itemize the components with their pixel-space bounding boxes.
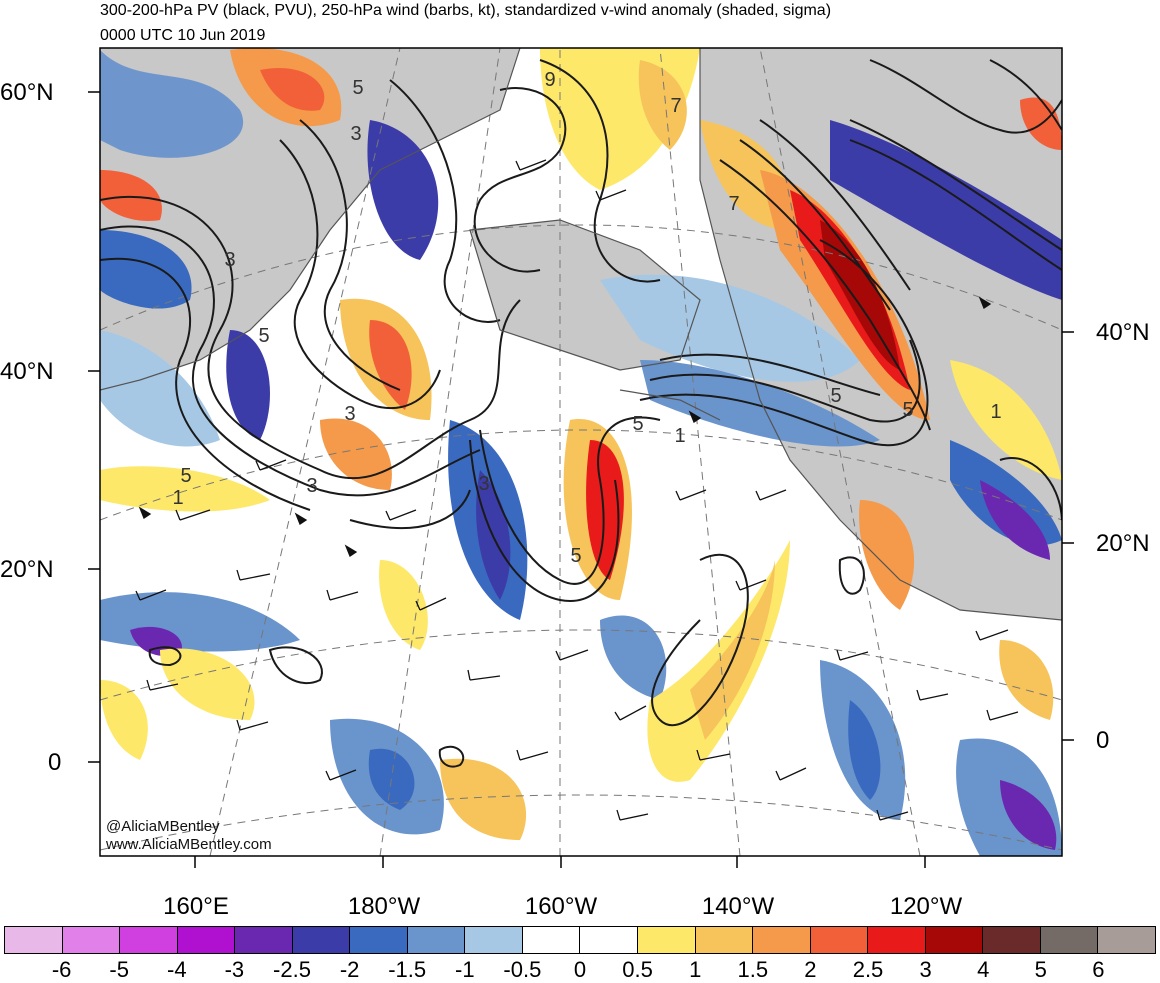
- map-plot-area: 5 3 9 7 3 5 3 1 3 3 5 5 1 7 5 5 1 5: [100, 48, 1062, 856]
- pv-label: 3: [224, 249, 235, 271]
- colorbar-label: 2.5: [852, 957, 884, 982]
- pv-label: 3: [344, 403, 355, 425]
- colorbar-label: 2: [804, 957, 817, 982]
- negative-anomaly-shading: [100, 50, 1062, 856]
- map-frame: [99, 47, 1063, 857]
- colorbar-swatch: [465, 927, 523, 953]
- colorbar-label: -0.5: [503, 957, 542, 982]
- coastlines: [100, 48, 1062, 621]
- colorbar-label: 4: [977, 957, 990, 982]
- lon-label: 160°E: [163, 893, 229, 920]
- lat-label-right: 40°N: [1096, 319, 1150, 346]
- colorbar-swatch: [695, 927, 754, 953]
- lat-label-right: 20°N: [1096, 530, 1150, 557]
- pv-label: 5: [632, 413, 643, 435]
- pv-label: 3: [350, 123, 361, 145]
- colorbar-swatch: [62, 927, 121, 953]
- colorbar-label: 0.5: [622, 957, 653, 982]
- colorbar-swatch: [983, 927, 1041, 953]
- colorbar: [4, 926, 1156, 954]
- colorbar-label: -3: [224, 957, 245, 982]
- colorbar-label: 3: [919, 957, 932, 982]
- lat-label-right: 0: [1096, 727, 1110, 754]
- lon-label: 180°W: [347, 893, 421, 920]
- pv-contour-labels: 5 3 9 7 3 5 3 1 3 3 5 5 1 7 5 5 1 5: [172, 69, 1001, 567]
- colorbar-label: -5: [109, 957, 129, 982]
- pv-label: 5: [902, 399, 913, 421]
- colorbar-swatch: [925, 927, 984, 953]
- colorbar-swatch: [407, 927, 466, 953]
- pv-label: 7: [670, 95, 681, 117]
- pv-label: 3: [478, 473, 489, 495]
- colorbar-label: -6: [51, 957, 72, 982]
- pv-label: 5: [258, 325, 269, 347]
- colorbar-swatch: [868, 927, 926, 953]
- credit-website: www.AliciaMBentley.com: [106, 836, 272, 853]
- lon-label: 120°W: [889, 893, 963, 920]
- lat-label-left: 0: [48, 749, 62, 776]
- lat-label-left: 40°N: [0, 358, 54, 385]
- chart-title: 300-200-hPa PV (black, PVU), 250-hPa win…: [100, 2, 832, 19]
- lon-label: 140°W: [701, 893, 775, 920]
- pv-label: 5: [570, 545, 581, 567]
- colorbar-swatch: [522, 927, 581, 953]
- colorbar-swatch: [753, 927, 811, 953]
- colorbar-swatch: [5, 927, 63, 953]
- axis-ticks: [88, 91, 1074, 868]
- colorbar-label: -2.5: [273, 957, 311, 982]
- colorbar-label: -1: [455, 957, 475, 982]
- valid-time: 0000 UTC 10 Jun 2019: [100, 27, 266, 44]
- colorbar-label: -4: [167, 957, 187, 982]
- pv-contours: [100, 59, 1062, 768]
- colorbar-swatch: [580, 927, 639, 953]
- colorbar-swatch: [235, 927, 293, 953]
- lat-label-left: 20°N: [0, 556, 54, 583]
- lat-label-left: 60°N: [0, 79, 54, 106]
- pv-label: 1: [674, 425, 685, 447]
- pv-label: 7: [728, 193, 739, 215]
- pv-label: 3: [306, 475, 317, 497]
- colorbar-label: -2: [339, 957, 360, 982]
- map-panel: 5 3 9 7 3 5 3 1 3 3 5 5 1 7 5 5 1 5: [88, 47, 1074, 868]
- lon-label: 160°W: [524, 893, 598, 920]
- colorbar-swatch: [1098, 927, 1155, 953]
- pv-label: 9: [544, 69, 555, 91]
- colorbar-label: 0: [573, 957, 587, 982]
- pv-label: 5: [180, 465, 191, 487]
- pv-label: 1: [990, 401, 1001, 423]
- colorbar-swatch: [1040, 927, 1099, 953]
- pv-label: 5: [352, 77, 363, 99]
- colorbar-swatch: [810, 927, 869, 953]
- colorbar-label: 5: [1034, 957, 1047, 982]
- wind-barbs: [135, 159, 1019, 821]
- colorbar-swatch: [292, 927, 351, 953]
- colorbar-swatch: [120, 927, 178, 953]
- pv-label: 5: [830, 385, 841, 407]
- colorbar-swatch: [638, 927, 696, 953]
- colorbar-swatch: [177, 927, 236, 953]
- colorbar-swatch: [350, 927, 408, 953]
- credit-handle: @AliciaMBentley: [106, 818, 220, 835]
- colorbar-label: 1: [689, 957, 702, 982]
- colorbar-label: -1.5: [388, 957, 427, 982]
- pv-label: 1: [172, 487, 183, 509]
- colorbar-label: 1.5: [737, 957, 769, 982]
- graticule: [100, 48, 1062, 856]
- colorbar-label: 6: [1092, 957, 1105, 982]
